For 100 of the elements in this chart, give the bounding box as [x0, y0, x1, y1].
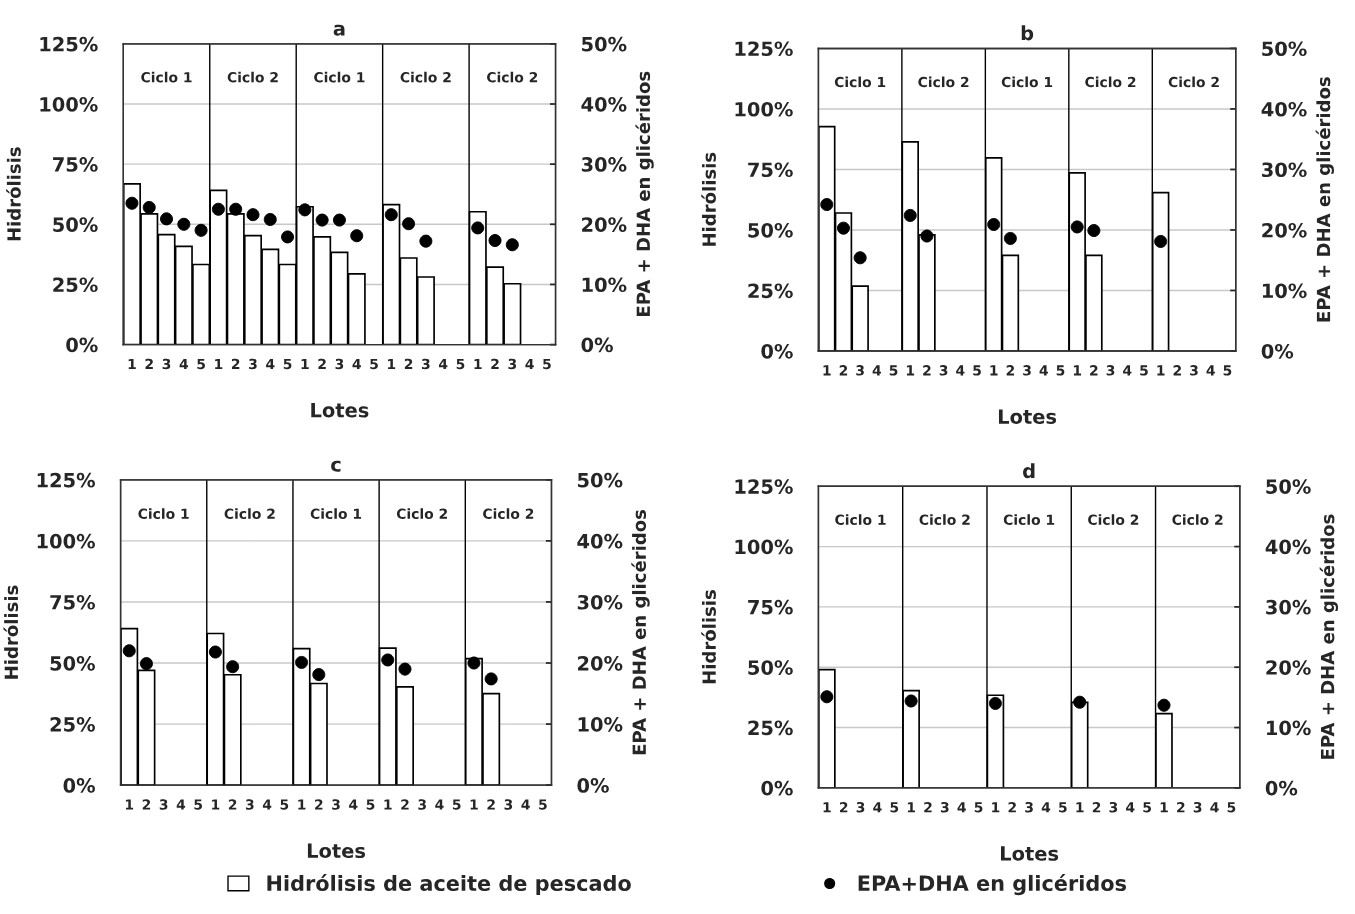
x-tick-label: 2 [1006, 365, 1015, 376]
x-tick-label: 2 [839, 802, 848, 813]
y2-tick-label: 20% [578, 655, 623, 671]
x-tick-label: 1 [212, 799, 220, 810]
x-tick-label: 5 [539, 799, 547, 810]
x-tick-label: 3 [940, 802, 949, 813]
x-tick-label: 2 [404, 358, 413, 370]
y-tick-label: 75% [748, 162, 793, 178]
x-tick-label: 1 [384, 799, 392, 810]
x-tick-label: 1 [388, 358, 396, 370]
y-tick-label: 50% [50, 655, 95, 671]
y2-tick-label: 10% [582, 277, 627, 293]
x-tick-label: 2 [1008, 802, 1016, 813]
x-tick-label: 3 [1025, 802, 1033, 813]
x-tick-label: 1 [907, 802, 916, 813]
y2-tick-label: 0% [577, 778, 609, 793]
x-tick-label: 4 [873, 802, 882, 813]
x-tick-label: 1 [298, 799, 306, 810]
x-tick-label: 4 [872, 365, 882, 376]
x-tick-label: 2 [923, 365, 931, 376]
x-tick-label: 4 [352, 358, 361, 370]
annotation: Ciclo 1 [310, 508, 362, 519]
chart-title: d [1023, 463, 1035, 479]
annotation: Ciclo 2 [918, 76, 969, 88]
y2-axis-title: EPA + DHA en glicéridos [1315, 77, 1334, 322]
chart-title: c [331, 460, 341, 472]
x-tick-label: 4 [1126, 802, 1135, 813]
x-tick-label: 1 [906, 365, 915, 376]
y-tick-label: 125% [735, 41, 793, 57]
x-tick-label: 5 [1056, 365, 1065, 376]
annotation: Ciclo 1 [1001, 76, 1053, 88]
y-tick-label: 25% [53, 277, 98, 293]
y-tick-label: 50% [748, 222, 793, 238]
x-axis-title: Lotes [307, 843, 366, 859]
annotation: Ciclo 2 [919, 514, 970, 525]
x-axis-title: Lotes [1001, 846, 1059, 861]
chart-title: b [1021, 25, 1034, 41]
y-axis-title: Hidrólisis [6, 147, 21, 241]
annotation: Ciclo 2 [483, 508, 534, 519]
x-tick-label: 3 [249, 358, 257, 370]
annotation: Ciclo 1 [835, 514, 886, 525]
y2-tick-label: 10% [1262, 283, 1307, 299]
x-tick-label: 3 [332, 799, 340, 810]
x-tick-label: 1 [301, 358, 309, 370]
y-tick-label: 25% [748, 720, 793, 736]
x-tick-label: 4 [349, 799, 358, 810]
y-tick-label: 25% [50, 717, 95, 732]
y-tick-label: 50% [748, 660, 793, 675]
annotation: Ciclo 2 [1088, 514, 1139, 525]
y-tick-label: 25% [748, 283, 793, 299]
x-tick-label: 5 [366, 799, 375, 810]
y2-tick-label: 10% [578, 717, 623, 732]
legend-label: EPA+DHA en glicéridos [858, 874, 1126, 896]
x-tick-label: 3 [856, 802, 865, 813]
x-tick-label: 2 [231, 358, 240, 370]
y-tick-label: 0% [761, 780, 793, 796]
y-tick-label: 0% [761, 343, 793, 359]
y2-tick-label: 40% [581, 96, 627, 112]
x-tick-label: 5 [889, 365, 898, 376]
x-tick-label: 4 [266, 358, 275, 370]
x-tick-label: 4 [525, 358, 534, 370]
x-tick-label: 3 [245, 799, 254, 810]
y2-tick-label: 20% [1262, 222, 1307, 238]
x-tick-label: 3 [504, 799, 513, 810]
x-tick-label: 5 [1143, 802, 1151, 813]
x-tick-label: 2 [401, 799, 409, 810]
x-tick-label: 5 [280, 799, 289, 810]
x-tick-label: 1 [990, 365, 998, 376]
y2-tick-label: 40% [1265, 539, 1311, 555]
y2-tick-label: 50% [582, 36, 627, 52]
chart-title: a [333, 24, 345, 36]
x-tick-label: 3 [421, 358, 430, 370]
x-tick-label: 4 [521, 799, 530, 810]
annotation: Ciclo 1 [138, 508, 189, 519]
x-tick-label: 5 [1223, 365, 1232, 376]
y-tick-label: 125% [37, 472, 95, 488]
x-tick-label: 2 [1177, 802, 1185, 813]
x-tick-label: 1 [992, 802, 1000, 813]
x-tick-label: 2 [491, 358, 499, 370]
x-tick-label: 1 [128, 358, 136, 370]
x-tick-label: 2 [1173, 365, 1181, 376]
y2-tick-label: 10% [1267, 720, 1311, 736]
x-tick-label: 1 [125, 799, 134, 810]
x-tick-label: 1 [1073, 365, 1082, 376]
annotation: Ciclo 2 [396, 508, 447, 519]
y2-tick-label: 50% [1266, 479, 1311, 494]
annotation: Ciclo 2 [224, 508, 275, 519]
y2-tick-label: 30% [1262, 162, 1307, 178]
y-tick-label: 75% [53, 157, 98, 172]
x-tick-label: 5 [1227, 802, 1236, 813]
y-tick-label: 125% [40, 36, 98, 52]
x-tick-label: 3 [159, 799, 168, 810]
y-tick-label: 100% [735, 539, 793, 555]
x-tick-label: 1 [474, 358, 482, 370]
x-tick-label: 3 [418, 799, 426, 810]
x-tick-label: 4 [1210, 802, 1219, 813]
y-tick-label: 50% [53, 217, 98, 232]
x-tick-label: 5 [1140, 365, 1148, 376]
x-tick-label: 3 [1106, 365, 1115, 376]
x-axis-title: Lotes [998, 409, 1057, 424]
